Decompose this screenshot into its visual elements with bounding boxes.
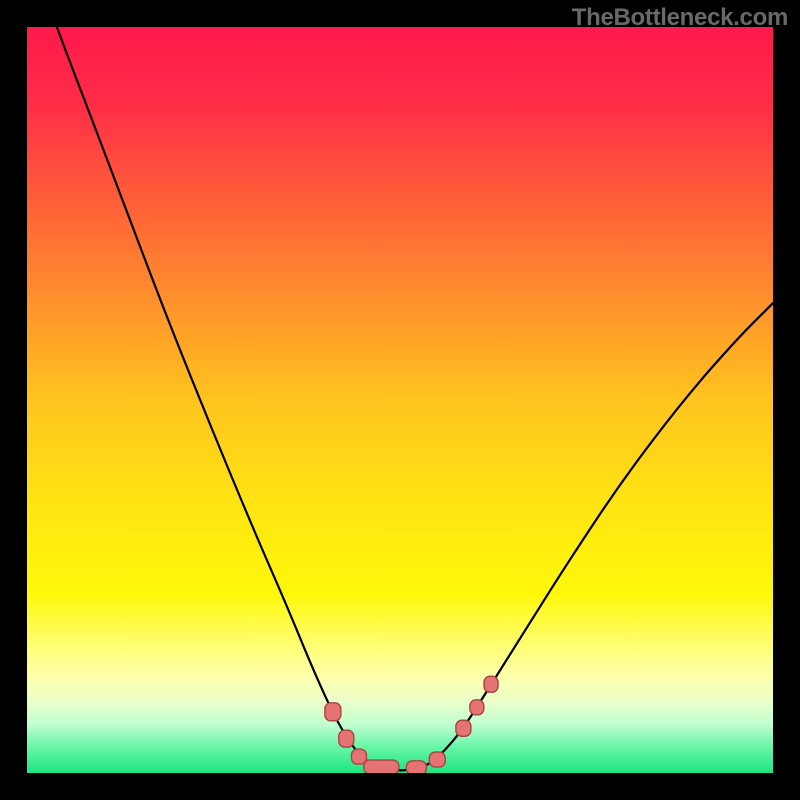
- curve-marker: [470, 700, 484, 715]
- curve-marker: [429, 752, 445, 767]
- curve-marker: [406, 761, 426, 773]
- gradient-background: [27, 27, 773, 773]
- plot-area: [27, 27, 773, 773]
- watermark-text: TheBottleneck.com: [572, 4, 788, 32]
- curve-marker: [325, 703, 341, 721]
- curve-marker: [456, 720, 471, 736]
- curve-marker: [351, 749, 366, 764]
- chart-frame: TheBottleneck.com: [0, 0, 800, 800]
- bottleneck-curve-chart: [27, 27, 773, 773]
- curve-marker: [364, 760, 399, 773]
- curve-marker: [484, 676, 498, 692]
- curve-marker: [339, 730, 354, 747]
